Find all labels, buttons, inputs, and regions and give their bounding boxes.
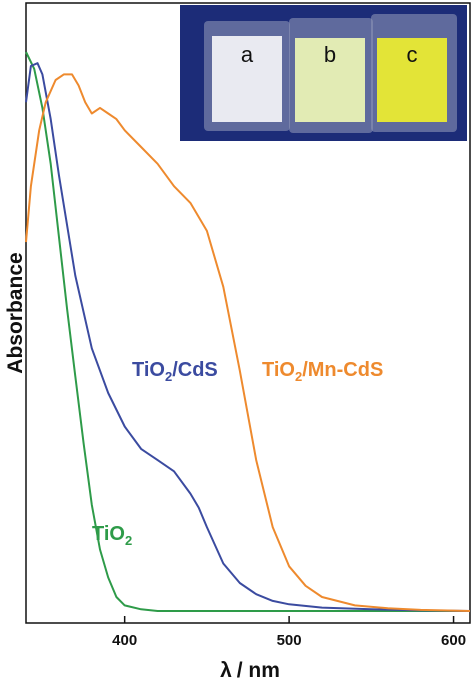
sample-c-label: c [407, 42, 418, 67]
x-tick-label: 600 [441, 632, 466, 649]
x-axis-symbol: λ [220, 659, 232, 682]
sample-a [212, 36, 282, 122]
x-tick-label: 500 [277, 632, 302, 649]
plot-frame [25, 2, 471, 624]
x-axis-unit: / nm [237, 659, 280, 682]
series-line-1 [25, 62, 471, 612]
series-label-tio2-mn-cds: TiO2/Mn-CdS [262, 359, 383, 384]
x-axis-title: λ / nm [220, 659, 280, 682]
sample-c [377, 38, 447, 122]
sample-a-label: a [241, 42, 254, 67]
x-tick-label: 400 [112, 632, 137, 649]
sample-b [295, 38, 365, 122]
inset-photo: a b c [180, 5, 467, 141]
x-axis-ticks: 400 500 600 [112, 616, 466, 649]
series-layer [25, 51, 471, 612]
y-axis-title: Absorbance [4, 252, 27, 373]
series-line-2 [25, 73, 471, 612]
series-line-0 [25, 51, 470, 612]
sample-b-label: b [324, 42, 336, 67]
series-label-tio2-cds: TiO2/CdS [132, 359, 218, 384]
series-label-tio2: TiO2 [92, 523, 132, 548]
